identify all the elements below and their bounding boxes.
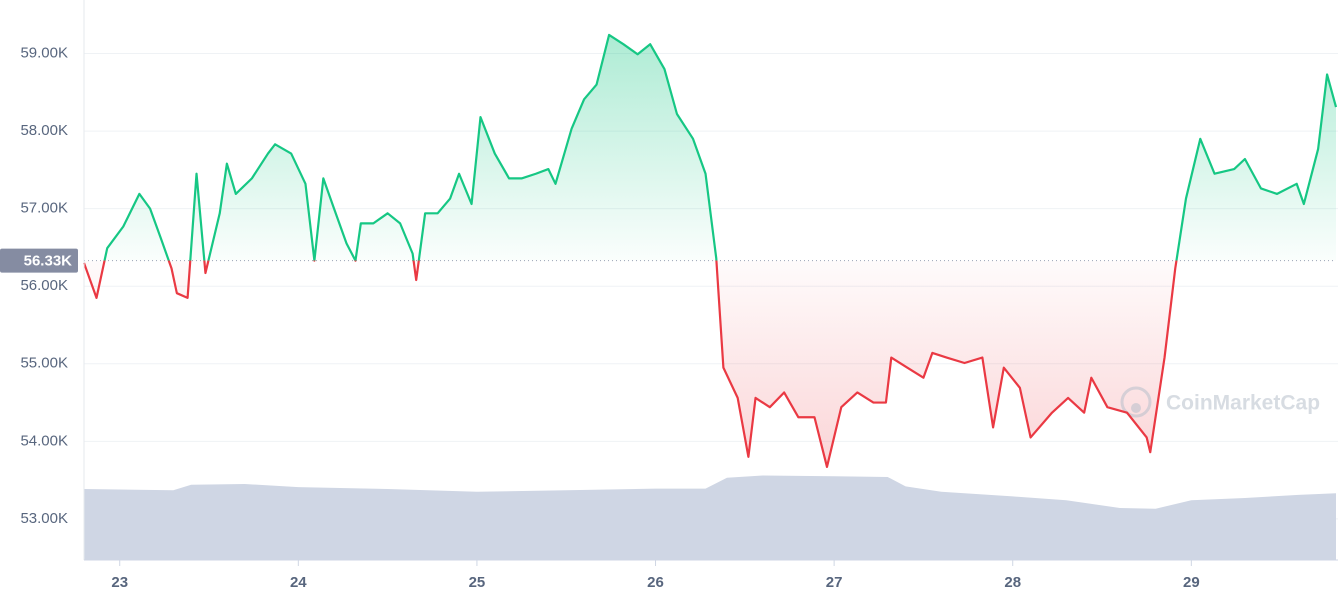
x-tick-label: 26: [647, 574, 664, 591]
x-tick-label: 27: [826, 574, 843, 591]
watermark: CoinMarketCap: [1120, 386, 1320, 418]
x-tick-label: 24: [290, 574, 307, 591]
y-tick-label: 53.00K: [20, 510, 68, 527]
watermark-text: CoinMarketCap: [1166, 392, 1320, 415]
y-tick-label: 57.00K: [20, 200, 68, 217]
x-tick-label: 25: [469, 574, 486, 591]
watermark-logo-dot: [1131, 403, 1141, 413]
area-layer: [84, 34, 1336, 467]
y-tick-label: 58.00K: [20, 122, 68, 139]
volume-layer: [84, 475, 1336, 560]
y-tick-label: 56.00K: [20, 277, 68, 294]
x-tick-label: 29: [1183, 574, 1200, 591]
y-tick-label: 54.00K: [20, 432, 68, 449]
baseline-label: 56.33K: [24, 253, 73, 270]
x-tick-label: 28: [1004, 574, 1021, 591]
x-tick-label: 23: [111, 574, 128, 591]
price-line: [82, 33, 1338, 469]
y-tick-label: 59.00K: [20, 44, 68, 61]
baseline-label-box: [0, 248, 78, 273]
watermark-logo: [1120, 386, 1152, 418]
line-layer: [82, 33, 1338, 469]
price-area: [84, 34, 1336, 467]
volume-area: [84, 475, 1336, 560]
y-tick-label: 55.00K: [20, 355, 68, 372]
